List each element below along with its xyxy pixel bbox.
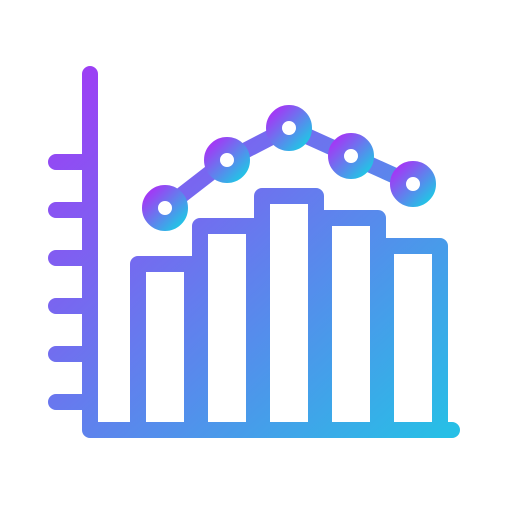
- line-marker-1: [212, 145, 242, 175]
- line-marker-3: [336, 141, 366, 171]
- line-marker-4: [398, 169, 428, 199]
- line-marker-0: [150, 193, 180, 223]
- bar-line-combo-chart-icon: [0, 0, 512, 512]
- chart-icon-container: [0, 0, 512, 512]
- line-marker-2: [274, 113, 304, 143]
- chart-strokes: [56, 74, 452, 430]
